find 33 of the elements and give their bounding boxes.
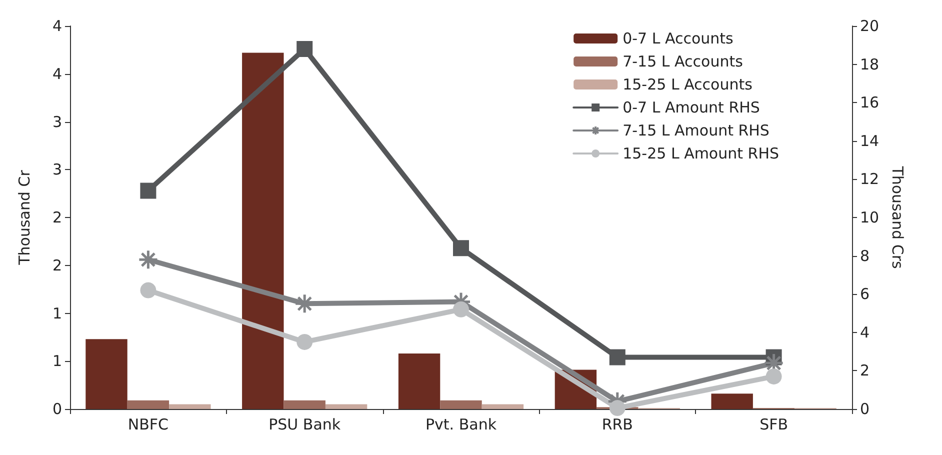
x-tick-label: NBFC (128, 416, 169, 434)
y-tick-label: 3 (52, 112, 62, 131)
y2-tick-label: 18 (860, 55, 880, 74)
y-tick-label: 3 (52, 160, 62, 179)
legend-label: 0-7 L Accounts (622, 30, 734, 48)
y-tick-label: 1 (52, 304, 62, 322)
x-tick-label: Pvt. Bank (425, 416, 497, 434)
y-tick-label: 0 (52, 400, 62, 418)
y2-tick-label: 6 (860, 285, 870, 304)
y2-tick-label: 16 (860, 94, 880, 112)
y2-tick-label: 8 (860, 246, 870, 265)
legend-label: 15-25 L Amount RHS (622, 144, 780, 162)
y2-axis-title: Thousand Crs (888, 165, 906, 269)
y2-tick-label: 2 (860, 362, 870, 380)
y2-tick-label: 14 (860, 132, 880, 150)
y-tick-label: 2 (52, 208, 62, 226)
y-tick-label: 4 (52, 64, 62, 83)
y-tick-label: 4 (52, 17, 62, 35)
y2-tick-label: 10 (860, 208, 880, 226)
x-tick-label: RRB (602, 416, 633, 434)
legend-label: 0-7 L Amount RHS (622, 98, 760, 116)
y2-tick-label: 20 (860, 17, 880, 35)
y-tick-label: 2 (52, 256, 62, 274)
y2-tick-label: 4 (860, 323, 870, 342)
legend-label: 7-15 L Amount RHS (622, 122, 770, 140)
y-tick-label: 1 (52, 352, 62, 370)
y2-tick-label: 0 (860, 400, 870, 418)
legend-label: 15-25 L Accounts (622, 76, 753, 94)
legend-label: 7-15 L Accounts (622, 52, 744, 70)
x-tick-label: SFB (760, 416, 788, 434)
y-axis-title: Thousand Cr (16, 169, 34, 266)
y2-tick-label: 12 (860, 170, 880, 188)
x-tick-label: PSU Bank (268, 416, 341, 434)
